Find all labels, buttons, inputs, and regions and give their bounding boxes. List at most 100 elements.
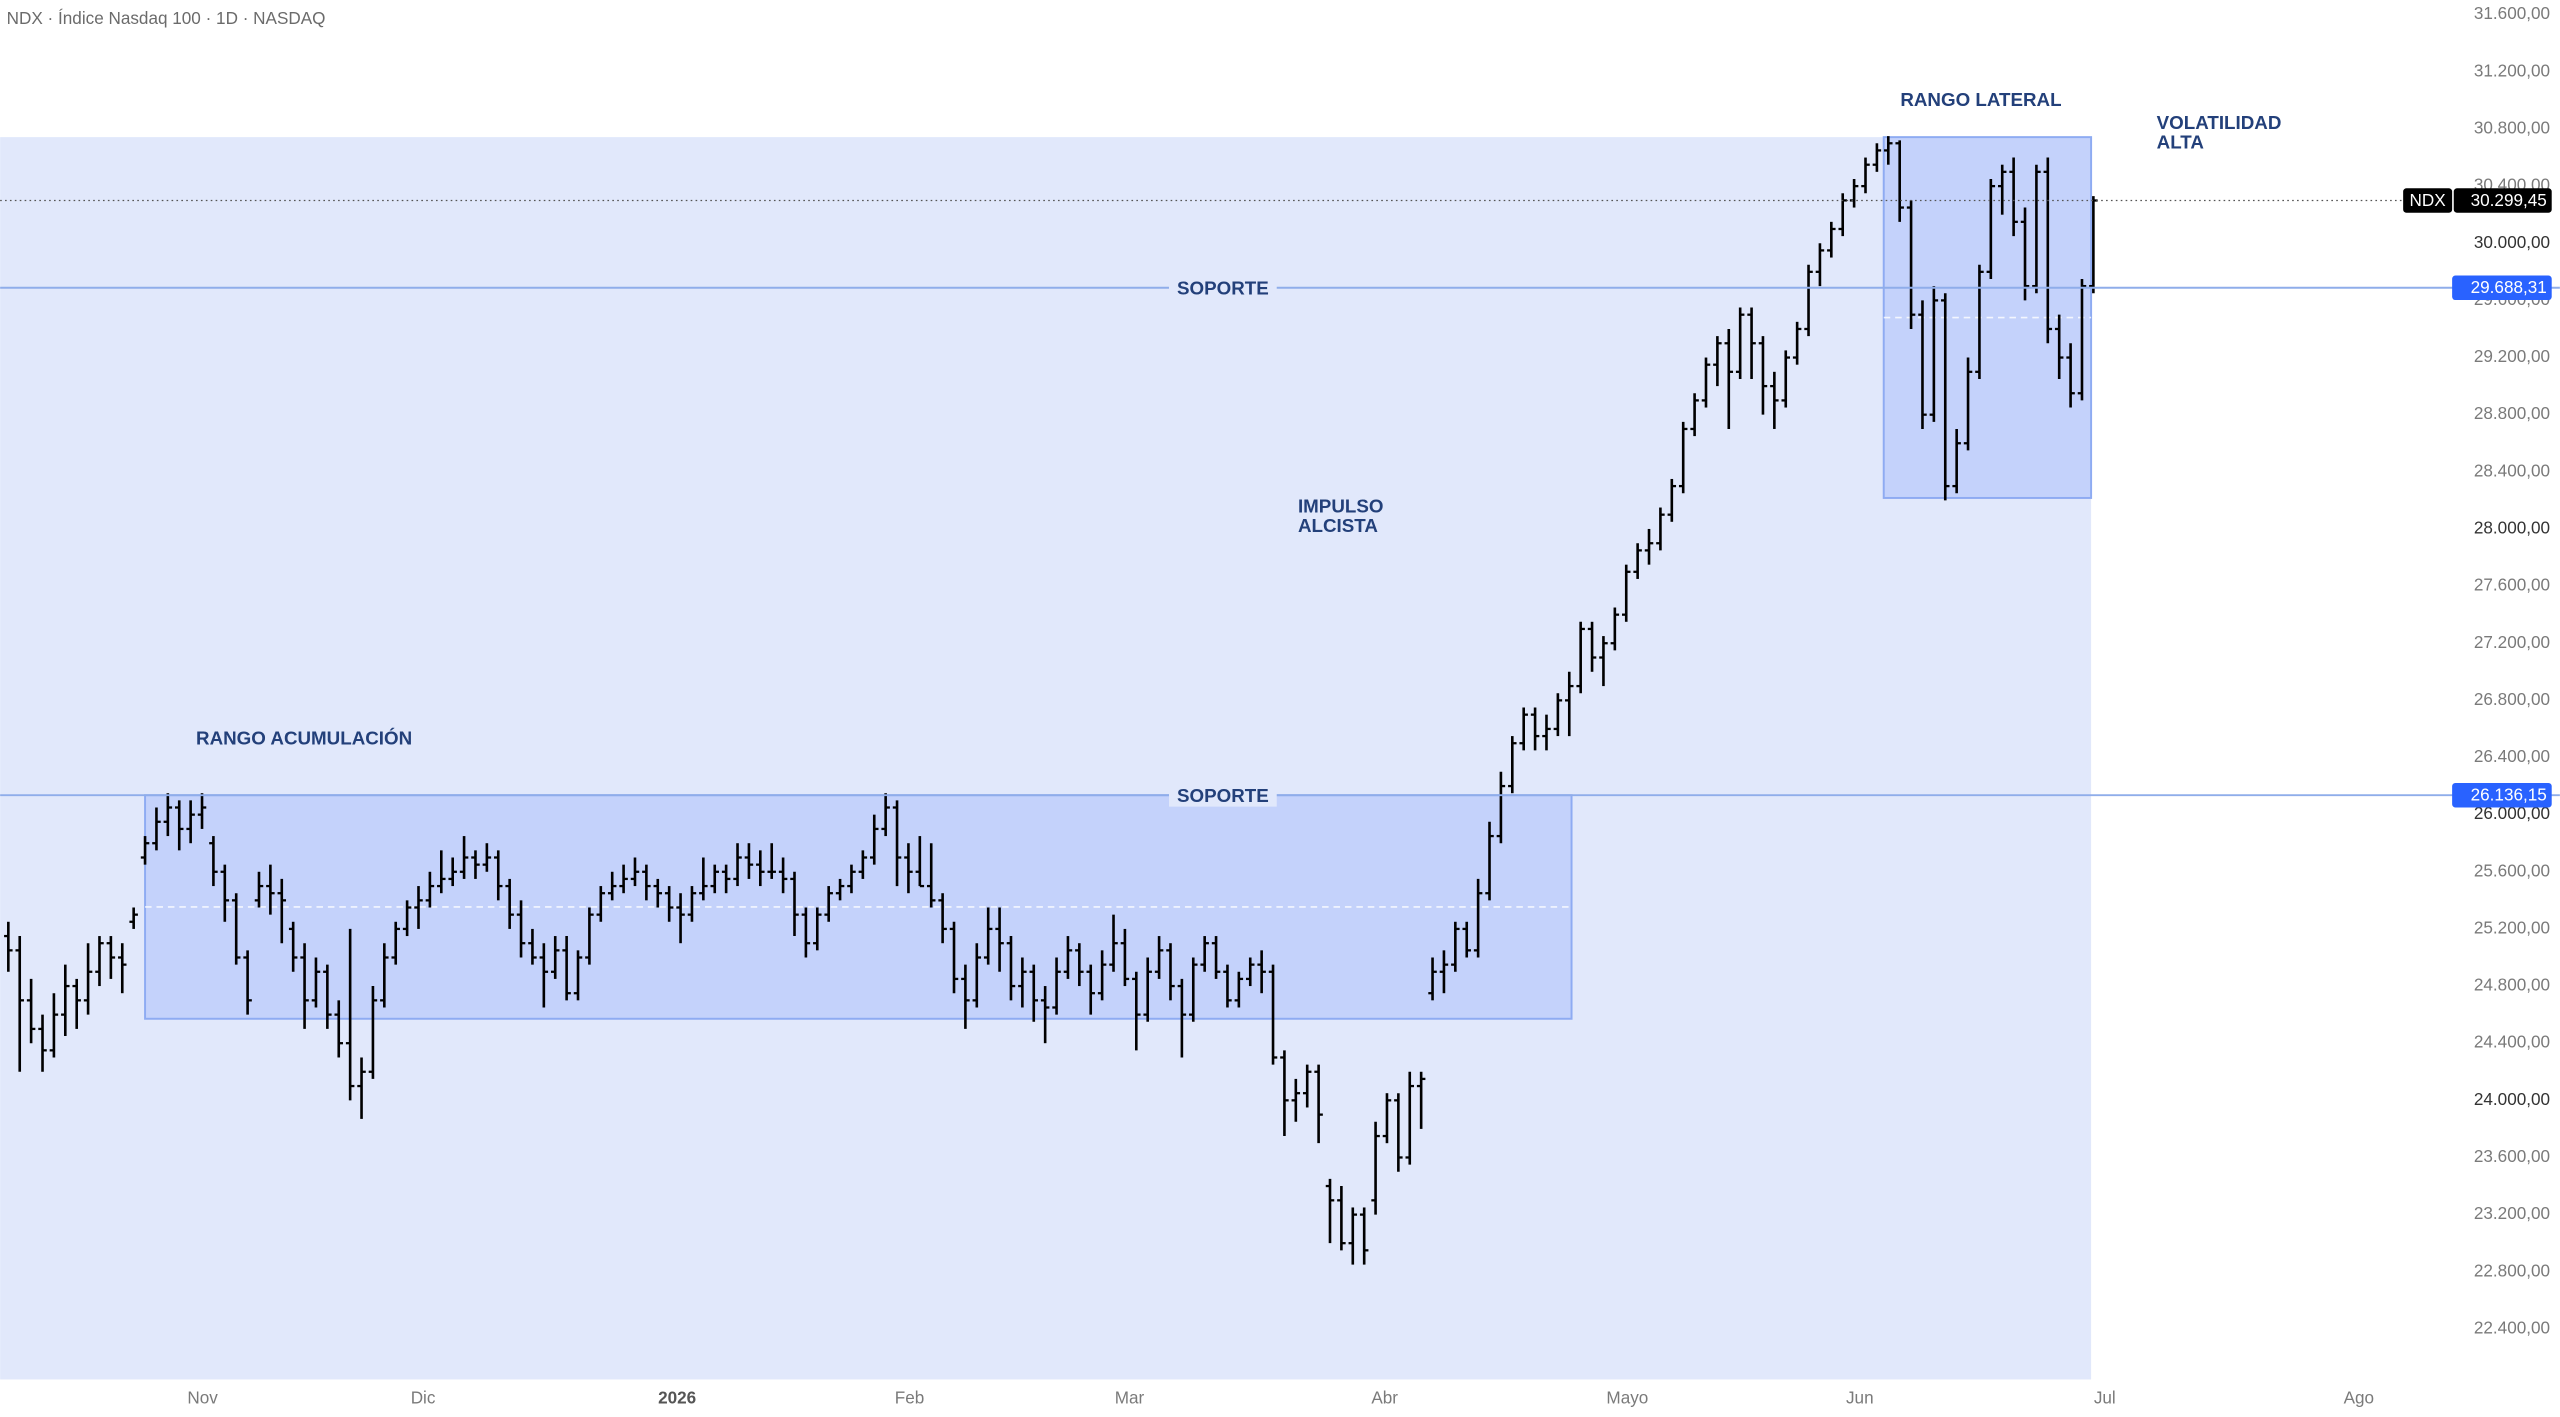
ohlc-bar: [1929, 286, 1939, 422]
ohlc-bar: [1519, 707, 1528, 751]
ohlc-bar: [1428, 957, 1437, 1001]
ohlc-bar: [72, 978, 81, 1029]
ohlc-bar: [1268, 964, 1278, 1065]
ohlc-bar: [1394, 1093, 1403, 1172]
ohlc-bar: [870, 814, 879, 865]
ohlc-bar: [311, 957, 321, 1008]
ohlc-bar: [1473, 878, 1483, 958]
ohlc-bar: [494, 850, 503, 901]
level-label-bg: [1168, 276, 1277, 300]
x-tick-label: Mayo: [1606, 1388, 1648, 1408]
ohlc-bar: [1565, 671, 1574, 737]
ohlc-bar: [983, 907, 993, 965]
ohlc-bar: [1063, 936, 1073, 979]
chart-title: NDX · Índice Nasdaq 100 · 1D · NASDAQ: [7, 8, 326, 28]
ohlc-bar: [1770, 371, 1779, 429]
annotation: ALTA: [2157, 132, 2205, 153]
ohlc-bar: [1325, 1178, 1335, 1244]
ohlc-bar: [664, 886, 674, 922]
ohlc-bar: [118, 943, 127, 994]
ohlc-bar: [1462, 921, 1471, 958]
ohlc-bar: [619, 864, 628, 894]
ohlc-bar: [1040, 986, 1050, 1044]
ohlc-bar: [972, 943, 982, 1008]
ohlc-bar: [562, 936, 571, 1001]
ohlc-bar: [528, 928, 537, 965]
y-tick-label: 27.200,00: [2474, 632, 2550, 652]
ohlc-bar: [243, 950, 252, 1015]
annotation: VOLATILIDAD: [2157, 112, 2282, 133]
ohlc-bar: [448, 857, 457, 887]
ohlc-bar: [1656, 507, 1665, 551]
ohlc-bar: [15, 936, 24, 1072]
ohlc-bar: [1143, 957, 1152, 1022]
x-tick-label: Jun: [1846, 1388, 1874, 1408]
ohlc-bar: [813, 907, 822, 951]
y-tick-label: 27.600,00: [2474, 575, 2550, 595]
ohlc-bar: [505, 878, 514, 929]
ohlc-bar: [1644, 528, 1654, 565]
ohlc-bar: [1701, 357, 1711, 408]
ohlc-bar: [163, 793, 173, 837]
y-tick-label: 24.800,00: [2474, 975, 2550, 995]
price-tag: [2453, 188, 2552, 213]
ohlc-bar: [1952, 428, 1961, 494]
level-name: SOPORTE: [1177, 277, 1269, 298]
ohlc-bar: [847, 864, 856, 894]
ohlc-bar: [1542, 714, 1551, 751]
ohlc-bar: [1587, 621, 1597, 672]
ohlc-bar: [254, 871, 264, 908]
y-tick-label: 28.400,00: [2474, 460, 2550, 480]
ohlc-bar: [2066, 343, 2075, 408]
level-label-bg: [1168, 783, 1277, 807]
ohlc-bar: [1508, 736, 1517, 794]
x-tick-label: 2026: [658, 1388, 696, 1408]
symbol-tag: [2403, 188, 2453, 213]
ohlc-bar: [1815, 243, 1825, 287]
annotation: RANGO ACUMULACIÓN: [196, 727, 412, 748]
ohlc-bar: [1177, 978, 1187, 1058]
ohlc-bar: [1963, 357, 1973, 451]
ohlc-bar: [1223, 964, 1232, 1008]
ohlc-bar: [1200, 936, 1209, 972]
ohlc-bar: [1599, 636, 1608, 687]
ohlc-bar: [459, 836, 469, 879]
ohlc-bar: [1189, 957, 1198, 1022]
ohlc-bar: [1735, 307, 1745, 379]
ohlc-bar: [1872, 143, 1882, 172]
ohlc-bar: [756, 850, 765, 887]
ohlc-bar: [676, 893, 685, 944]
ohlc-bar: [83, 943, 93, 1015]
price-tag-label: 26.136,15: [2471, 785, 2547, 805]
ohlc-bar: [1439, 950, 1449, 994]
price-tag-label: 29.688,31: [2471, 277, 2547, 297]
ohlc-bar: [2043, 157, 2053, 344]
ohlc-bar: [516, 900, 526, 958]
y-tick-label: 31.200,00: [2474, 60, 2550, 80]
ohlc-bar: [881, 793, 890, 837]
ohlc-bar: [1234, 971, 1244, 1008]
ohlc-bar: [1405, 1071, 1415, 1165]
ohlc-bar: [1337, 1186, 1346, 1251]
y-tick-label: 24.000,00: [2474, 1089, 2550, 1109]
ohlc-bar: [1610, 607, 1620, 651]
ohlc-bar: [926, 843, 936, 908]
y-tick-label: 25.600,00: [2474, 860, 2550, 880]
ohlc-bar: [1359, 1207, 1369, 1265]
annotation: RANGO LATERAL: [1900, 89, 2061, 110]
ohlc-bar: [231, 893, 241, 965]
ohlc-bar: [1667, 478, 1677, 522]
y-tick-label: 31.600,00: [2474, 3, 2550, 23]
y-tick-label: 26.800,00: [2474, 689, 2550, 709]
ohlc-bar: [607, 871, 617, 901]
y-tick-label: 24.400,00: [2474, 1032, 2550, 1052]
ohlc-bar: [288, 921, 298, 972]
ohlc-bar: [733, 843, 742, 887]
ohlc-bar: [1166, 943, 1175, 1001]
ohlc-bar: [402, 900, 412, 937]
ohlc-bar: [1132, 971, 1141, 1051]
ohlc-bar: [323, 964, 332, 1029]
ohlc-bar: [266, 864, 275, 915]
ohlc-bar: [938, 893, 947, 944]
